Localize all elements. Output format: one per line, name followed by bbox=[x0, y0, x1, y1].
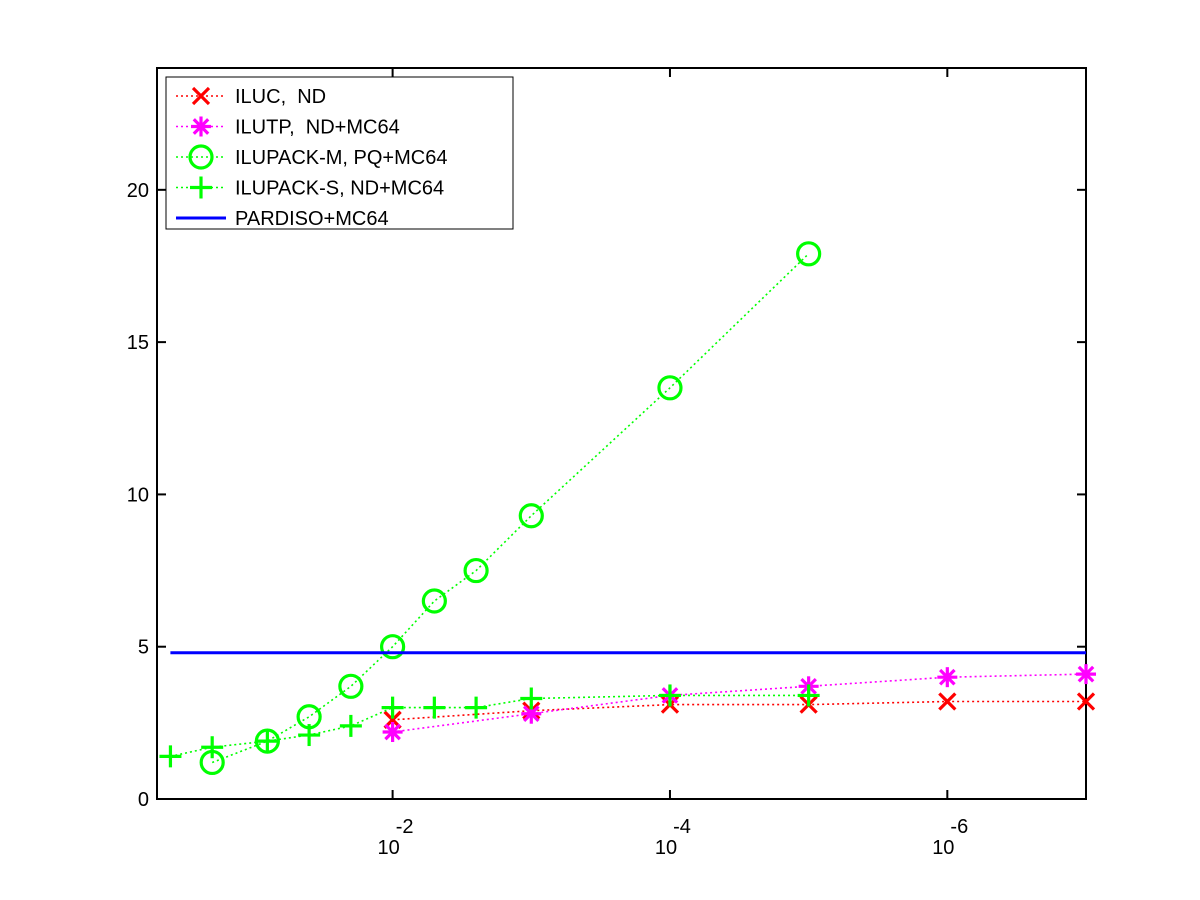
legend-box bbox=[165, 76, 514, 230]
legend-label: ILUTP, ND+MC64 bbox=[235, 117, 400, 139]
data-point bbox=[657, 375, 683, 401]
data-point bbox=[518, 503, 544, 529]
circle-marker bbox=[518, 503, 544, 529]
circle-marker bbox=[188, 144, 214, 170]
y-tick-label: 5 bbox=[138, 637, 149, 659]
y-tick-label: 15 bbox=[127, 332, 149, 354]
data-point bbox=[339, 714, 362, 737]
asterisk-marker-stroke bbox=[938, 668, 956, 686]
data-point bbox=[190, 176, 212, 199]
legend-label: ILUC, ND bbox=[235, 86, 326, 108]
legend-label: PARDISO+MC64 bbox=[235, 208, 389, 230]
data-point bbox=[159, 745, 182, 768]
data-point bbox=[380, 634, 406, 660]
data-point bbox=[796, 241, 822, 267]
data-point bbox=[797, 684, 820, 707]
data-point bbox=[463, 557, 489, 584]
asterisk-marker-stroke bbox=[1077, 665, 1095, 683]
y-tick-label: 0 bbox=[138, 789, 149, 811]
data-point bbox=[201, 736, 224, 759]
x-marker-stroke bbox=[191, 86, 211, 106]
legend-label: ILUPACK-M, PQ+MC64 bbox=[235, 147, 447, 169]
series-3 bbox=[159, 684, 820, 768]
x-tick-exponent: -2 bbox=[396, 816, 414, 838]
series-line bbox=[392, 673, 1087, 733]
data-point bbox=[338, 673, 364, 699]
data-point bbox=[298, 724, 321, 747]
data-point bbox=[256, 730, 279, 753]
circle-marker bbox=[657, 375, 683, 401]
x-tick-base: 10 bbox=[932, 837, 954, 859]
legend-item: ILUTP, ND+MC64 bbox=[176, 116, 400, 139]
data-point bbox=[937, 667, 958, 688]
data-point bbox=[191, 86, 211, 106]
circle-marker bbox=[380, 634, 406, 660]
x-tick-exponent: -6 bbox=[950, 816, 968, 838]
data-point bbox=[191, 116, 211, 137]
data-point bbox=[520, 687, 543, 710]
data-point bbox=[1076, 664, 1096, 685]
x-tick-base: 10 bbox=[377, 837, 399, 859]
legend-item: ILUPACK-S, ND+MC64 bbox=[176, 176, 444, 200]
x-tick-exponent: -4 bbox=[673, 816, 691, 838]
data-point bbox=[1076, 692, 1096, 711]
x-tick-base: 10 bbox=[655, 837, 677, 859]
x-marker-stroke bbox=[938, 692, 957, 711]
asterisk-marker-stroke bbox=[522, 705, 540, 723]
y-tick-label: 20 bbox=[127, 180, 149, 202]
circle-marker bbox=[338, 673, 364, 699]
circle-marker bbox=[796, 241, 822, 267]
legend-item: ILUPACK-M, PQ+MC64 bbox=[176, 144, 447, 170]
series-line bbox=[392, 700, 1086, 721]
circle-marker bbox=[463, 557, 489, 584]
data-point bbox=[938, 692, 957, 711]
data-point bbox=[421, 588, 447, 614]
data-point bbox=[188, 144, 214, 170]
legend-item: PARDISO+MC64 bbox=[176, 208, 389, 230]
data-point bbox=[381, 696, 404, 719]
data-point bbox=[382, 721, 403, 742]
y-tick-label: 10 bbox=[127, 484, 149, 506]
legend-item: ILUC, ND bbox=[176, 86, 326, 108]
series-layer bbox=[159, 241, 1096, 776]
circle-marker bbox=[421, 588, 447, 614]
series-1 bbox=[382, 664, 1096, 742]
asterisk-marker-stroke bbox=[192, 118, 210, 135]
legend-label: ILUPACK-S, ND+MC64 bbox=[235, 178, 444, 200]
legend: ILUC, ND ILUTP, ND+MC64 ILUPACK-M, PQ+MC64… bbox=[165, 76, 514, 230]
x-marker-stroke bbox=[1076, 692, 1096, 711]
data-point bbox=[423, 696, 446, 719]
asterisk-marker-stroke bbox=[384, 723, 401, 741]
data-point bbox=[465, 696, 488, 719]
data-point bbox=[658, 684, 681, 707]
